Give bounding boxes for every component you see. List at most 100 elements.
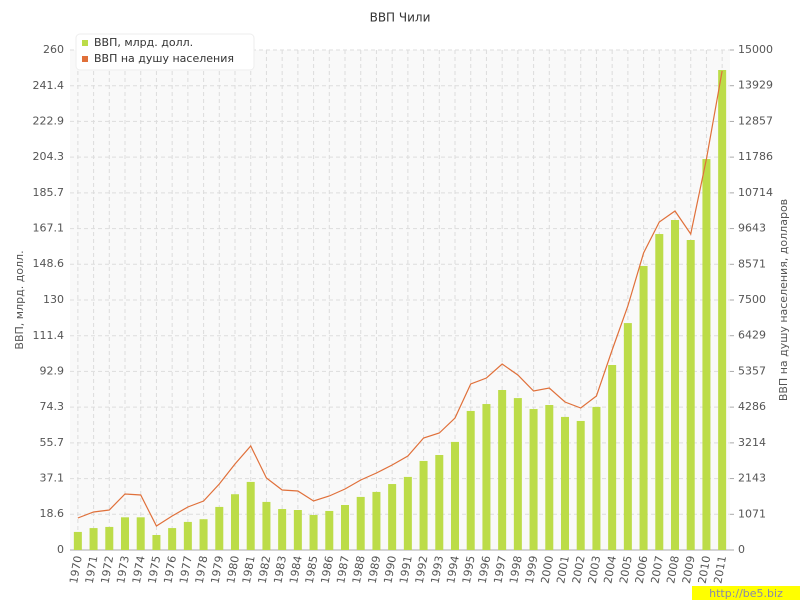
legend: ВВП, млрд. долл. ВВП на душу населения (75, 33, 255, 71)
x-tick-label: 2008 (664, 555, 682, 585)
bar (199, 519, 208, 550)
bar (419, 460, 428, 550)
x-tick-label: 1997 (491, 555, 509, 585)
x-tick-label: 2007 (649, 555, 667, 585)
x-tick-label: 1985 (303, 555, 321, 585)
bar (403, 476, 412, 550)
legend-label: ВВП, млрд. долл. (94, 36, 193, 49)
bar (451, 441, 459, 550)
x-tick-label: 1980 (224, 555, 242, 585)
x-tick-label: 1995 (460, 555, 478, 585)
legend-swatch (82, 40, 88, 46)
y2-tick-label: 9643 (738, 222, 766, 235)
bar (435, 455, 444, 550)
x-tick-label: 1992 (413, 555, 431, 585)
x-tick-label: 2009 (680, 555, 698, 585)
legend-label: ВВП на душу населения (94, 52, 234, 65)
x-tick-label: 1982 (256, 555, 274, 585)
bar (498, 390, 507, 550)
y-tick-label: 74.3 (40, 400, 65, 413)
y-tick-label: 18.6 (40, 507, 65, 520)
bar (608, 365, 617, 550)
x-tick-label: 1986 (319, 555, 337, 585)
bar (671, 220, 679, 550)
y2-tick-label: 10714 (738, 186, 773, 199)
x-tick-label: 1991 (397, 555, 415, 585)
y2-tick-label: 2143 (738, 472, 766, 485)
x-tick-label: 2003 (586, 555, 604, 585)
bar (561, 416, 569, 550)
bar (293, 510, 302, 550)
y-tick-label: 111.4 (33, 329, 65, 342)
x-tick-label: 1972 (99, 555, 117, 585)
bar (639, 265, 648, 550)
bar (278, 509, 287, 550)
bar (231, 494, 239, 550)
y2-tick-label: 1071 (738, 507, 766, 520)
x-tick-label: 1983 (271, 555, 289, 585)
x-tick-label: 2001 (554, 555, 572, 585)
bar (513, 398, 522, 550)
watermark-bg (692, 586, 800, 600)
x-tick-label: 1979 (209, 555, 227, 585)
x-tick-label: 1988 (350, 555, 368, 585)
y2-tick-label: 3214 (738, 436, 766, 449)
bar (341, 505, 349, 550)
bar (356, 496, 365, 550)
y2-tick-label: 6429 (738, 329, 766, 342)
x-tick-label: 1996 (476, 555, 494, 585)
x-tick-label: 1971 (83, 555, 101, 585)
x-tick-label: 1970 (67, 555, 85, 585)
x-tick-label: 2005 (617, 555, 635, 585)
x-tick-label: 1990 (381, 555, 399, 585)
y-tick-label: 185.7 (33, 186, 65, 199)
bar (168, 528, 177, 550)
y-axis-title: ВВП, млрд. долл. (13, 250, 26, 349)
x-tick-label: 1976 (161, 555, 179, 585)
x-tick-label: 1993 (429, 555, 447, 585)
y-tick-label: 204.3 (33, 150, 65, 163)
y-tick-label: 92.9 (40, 364, 65, 377)
y-tick-label: 148.6 (33, 257, 65, 270)
bar (89, 528, 98, 550)
x-tick-label: 1987 (334, 555, 352, 585)
x-tick-label: 1973 (114, 555, 132, 585)
x-tick-label: 2004 (601, 555, 619, 585)
x-tick-label: 1994 (444, 555, 462, 585)
bar (592, 406, 601, 550)
bar (702, 159, 711, 551)
x-tick-label: 2000 (539, 555, 557, 585)
y2-tick-label: 0 (738, 543, 745, 556)
legend-swatch (82, 56, 88, 62)
watermark: http://be5.biz (709, 587, 783, 600)
bar (686, 240, 695, 550)
y2-tick-label: 7500 (738, 293, 766, 306)
x-tick-label: 1978 (193, 555, 211, 585)
y-tick-label: 241.4 (33, 79, 65, 92)
bar (105, 526, 114, 550)
bar (136, 517, 145, 550)
bar (246, 481, 255, 550)
chart-title: ВВП Чили (370, 11, 431, 25)
bar (718, 70, 727, 550)
x-tick-label: 1981 (240, 555, 258, 585)
x-tick-label: 1989 (366, 555, 384, 585)
bar (545, 405, 554, 550)
bar (309, 515, 318, 550)
y-tick-label: 37.1 (40, 472, 65, 485)
bar (529, 409, 538, 550)
bar (576, 420, 585, 550)
y-tick-label: 222.9 (33, 114, 65, 127)
x-tick-label: 2002 (570, 555, 588, 585)
y-tick-label: 55.7 (40, 436, 65, 449)
bar (215, 506, 224, 550)
y2-tick-label: 13929 (738, 79, 773, 92)
bar (482, 404, 491, 550)
y-tick-label: 0 (57, 543, 64, 556)
y-tick-label: 130 (43, 293, 64, 306)
x-tick-label: 1998 (507, 555, 525, 585)
bar (325, 510, 334, 550)
line (77, 70, 723, 527)
